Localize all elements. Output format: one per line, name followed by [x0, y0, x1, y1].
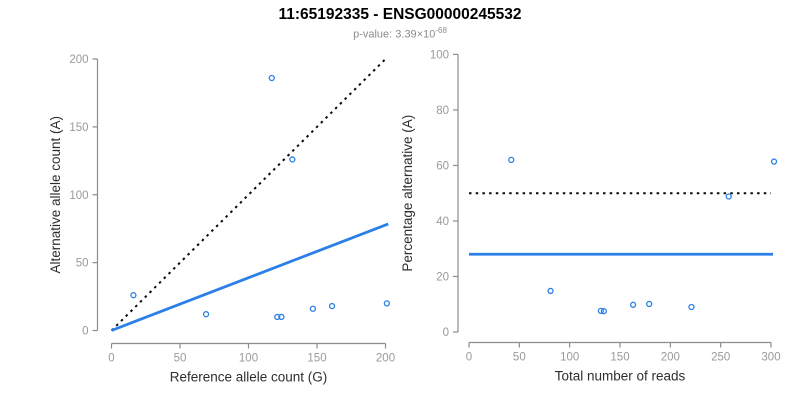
- y-tick-label: 40: [436, 216, 449, 228]
- x-tick-label: 0: [466, 352, 472, 364]
- x-tick-label: 200: [661, 352, 680, 364]
- x-tick-label: 300: [761, 352, 780, 364]
- x-axis-title-right: Total number of reads: [555, 369, 686, 384]
- x-tick-label: 0: [108, 353, 114, 365]
- x-tick-label: 50: [513, 352, 526, 364]
- data-point: [629, 301, 637, 308]
- x-tick-label: 100: [560, 352, 579, 364]
- y-axis-title-left: Alternative allele count (A): [48, 116, 63, 274]
- x-tick-label: 200: [376, 353, 395, 365]
- p-value-text: p-value: 3.39×10: [353, 28, 436, 41]
- data-point: [646, 300, 653, 308]
- data-point: [597, 307, 605, 315]
- data-point: [274, 313, 281, 321]
- identity-line: [110, 56, 388, 332]
- data-point: [202, 311, 210, 318]
- y-tick-label: 50: [76, 258, 89, 270]
- y-tick-label: 200: [69, 54, 88, 66]
- y-tick-label: 0: [443, 327, 449, 339]
- x-tick-label: 150: [610, 352, 629, 364]
- p-value-subtitle: p-value: 3.39×10-68: [0, 26, 800, 41]
- x-tick-label: 100: [239, 353, 258, 365]
- p-value-exponent: -68: [435, 26, 447, 35]
- data-point: [268, 74, 275, 82]
- data-point: [328, 302, 336, 310]
- y-axis-title-right: Percentage alternative (A): [400, 115, 415, 272]
- data-point: [508, 156, 515, 164]
- y-tick-label: 100: [69, 190, 88, 202]
- x-tick-label: 150: [307, 353, 326, 365]
- data-point: [725, 193, 732, 200]
- data-point: [278, 313, 285, 321]
- data-point: [688, 303, 695, 311]
- data-point: [309, 305, 317, 312]
- y-tick-label: 60: [436, 160, 449, 172]
- data-point: [600, 308, 608, 315]
- y-tick-label: 100: [430, 49, 449, 61]
- data-point: [289, 156, 296, 163]
- y-tick-label: 80: [436, 105, 449, 117]
- y-tick-label: 150: [69, 122, 88, 134]
- data-point: [547, 287, 554, 295]
- page-title: 11:65192335 - ENSG00000245532: [278, 6, 522, 23]
- regression-line: [110, 222, 389, 332]
- data-point: [383, 300, 391, 307]
- y-tick-label: 20: [436, 271, 449, 283]
- x-axis-title-left: Reference allele count (G): [170, 370, 328, 385]
- y-tick-label: 0: [82, 326, 88, 338]
- x-tick-label: 50: [174, 353, 187, 365]
- data-point: [770, 158, 778, 165]
- x-tick-label: 250: [711, 352, 730, 364]
- data-point: [130, 292, 137, 299]
